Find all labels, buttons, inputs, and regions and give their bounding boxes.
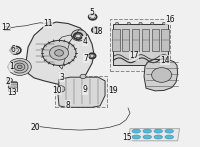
- Text: 16: 16: [165, 15, 175, 24]
- Circle shape: [34, 125, 39, 128]
- Circle shape: [80, 74, 86, 79]
- Circle shape: [13, 48, 19, 52]
- Text: 20: 20: [30, 123, 40, 132]
- Polygon shape: [128, 129, 180, 141]
- Circle shape: [110, 87, 114, 91]
- Text: 14: 14: [160, 56, 170, 65]
- Polygon shape: [26, 22, 94, 85]
- Circle shape: [115, 22, 119, 25]
- Circle shape: [56, 86, 65, 92]
- Text: 12: 12: [1, 23, 11, 32]
- Circle shape: [162, 22, 166, 25]
- Circle shape: [55, 50, 63, 56]
- Bar: [132, 29, 139, 51]
- Ellipse shape: [165, 135, 173, 139]
- Circle shape: [152, 68, 172, 82]
- Polygon shape: [113, 24, 168, 65]
- Text: 9: 9: [83, 85, 87, 94]
- Text: 18: 18: [93, 27, 103, 36]
- Ellipse shape: [154, 135, 162, 139]
- Bar: [112, 29, 120, 51]
- Text: 10: 10: [52, 86, 62, 95]
- Circle shape: [75, 33, 83, 38]
- Circle shape: [47, 22, 52, 25]
- Bar: [122, 29, 129, 51]
- Circle shape: [90, 15, 95, 19]
- Bar: [9, 81, 16, 82]
- Circle shape: [76, 34, 80, 38]
- Bar: [4, 26, 10, 30]
- Circle shape: [127, 22, 130, 25]
- Text: 5: 5: [90, 8, 94, 17]
- Bar: [152, 29, 159, 51]
- Ellipse shape: [143, 135, 151, 139]
- Circle shape: [14, 63, 25, 71]
- Ellipse shape: [154, 129, 162, 133]
- Ellipse shape: [143, 129, 151, 133]
- Circle shape: [151, 22, 154, 25]
- Text: 15: 15: [122, 133, 132, 142]
- Text: 19: 19: [108, 86, 118, 95]
- Text: 2: 2: [6, 77, 10, 86]
- Text: 17: 17: [129, 51, 139, 60]
- Ellipse shape: [132, 129, 140, 133]
- Circle shape: [94, 29, 98, 32]
- Circle shape: [139, 22, 142, 25]
- Circle shape: [17, 65, 22, 69]
- Polygon shape: [144, 60, 178, 91]
- Ellipse shape: [132, 135, 140, 139]
- Circle shape: [71, 30, 87, 41]
- Text: 7: 7: [84, 54, 88, 63]
- Circle shape: [49, 46, 69, 60]
- Bar: [8, 82, 17, 91]
- Polygon shape: [58, 77, 105, 107]
- Text: 11: 11: [43, 19, 53, 28]
- Text: 6: 6: [11, 45, 16, 54]
- Bar: [161, 29, 169, 51]
- Bar: [142, 29, 149, 51]
- Circle shape: [42, 40, 76, 65]
- Circle shape: [8, 58, 31, 75]
- Text: 3: 3: [60, 73, 65, 82]
- Text: 8: 8: [66, 101, 70, 110]
- Ellipse shape: [165, 129, 173, 133]
- FancyBboxPatch shape: [55, 76, 107, 107]
- Text: 1: 1: [9, 62, 13, 71]
- Text: 13: 13: [7, 88, 17, 97]
- Circle shape: [7, 78, 12, 82]
- Circle shape: [11, 61, 28, 73]
- Text: 4: 4: [83, 37, 87, 46]
- FancyBboxPatch shape: [110, 19, 170, 71]
- Circle shape: [90, 54, 94, 57]
